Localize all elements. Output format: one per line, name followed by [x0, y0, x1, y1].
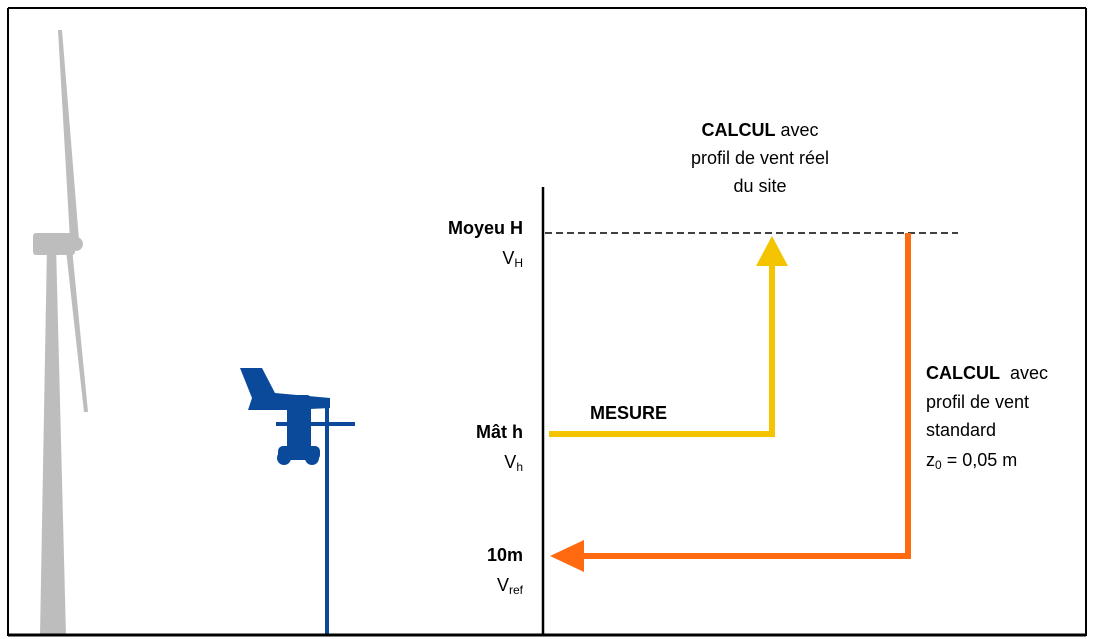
subscript: H [514, 256, 523, 270]
level-symbol: VH [502, 248, 523, 270]
subscript: h [516, 460, 523, 474]
top-note-line: du site [733, 176, 786, 196]
top-note-bold: CALCUL [701, 120, 775, 140]
right-note-formula: z0 = 0,05 m [926, 450, 1017, 472]
formula-rest: = 0,05 m [947, 450, 1018, 470]
top-note-line: profil de vent réel [691, 148, 829, 168]
measure-arrow [549, 236, 788, 437]
symbol: V [497, 575, 509, 595]
measure-label: MESURE [590, 403, 667, 423]
symbol: V [502, 248, 514, 268]
right-note-bold: CALCUL [926, 363, 1000, 383]
top-note-line: CALCUL avec [701, 120, 818, 140]
wind-vane [240, 368, 355, 636]
symbol: V [504, 452, 516, 472]
subscript: ref [509, 583, 524, 597]
wind-turbine [33, 30, 88, 636]
level-symbol: Vh [504, 452, 523, 474]
standard-profile-arrow [550, 233, 911, 572]
symbol: z [926, 450, 935, 470]
level-label: Moyeu H [448, 218, 523, 238]
right-note-line: standard [926, 420, 996, 440]
top-note-rest: avec [780, 120, 818, 140]
subscript: 0 [935, 458, 942, 472]
level-symbol: Vref [497, 575, 524, 597]
level-label: Mât h [476, 422, 523, 442]
right-note-line: profil de vent [926, 392, 1029, 412]
right-note-line: CALCUL avec [926, 363, 1048, 383]
right-note-rest: avec [1010, 363, 1048, 383]
level-label: 10m [487, 545, 523, 565]
